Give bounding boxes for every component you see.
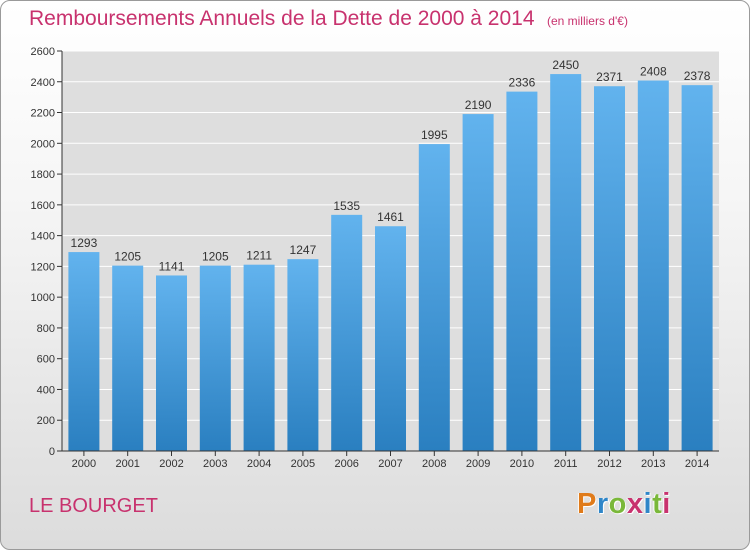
bar (462, 114, 494, 452)
chart-unit: (en milliers d'€) (546, 14, 628, 28)
x-tick-label: 2002 (159, 458, 183, 470)
bar (506, 91, 538, 451)
y-tick-label: 2000 (31, 138, 55, 150)
bar (418, 144, 450, 452)
x-tick-label: 2001 (115, 458, 139, 470)
bar (331, 214, 363, 451)
x-tick-label: 2007 (378, 458, 402, 470)
y-tick-label: 2200 (31, 108, 55, 120)
bar (199, 265, 231, 451)
bar (375, 226, 406, 451)
x-tick-label: 2000 (72, 458, 96, 470)
y-tick-label: 2400 (31, 77, 55, 89)
data-label: 1205 (202, 250, 229, 264)
y-tick-label: 800 (37, 323, 55, 335)
y-tick-label: 0 (49, 446, 55, 458)
brand-letter: i (662, 488, 671, 520)
brand-letter: t (652, 488, 663, 520)
chart-title: Remboursements Annuels de la Dette de 20… (29, 7, 628, 31)
bar (287, 259, 319, 451)
y-tick-label: 1600 (31, 200, 55, 212)
data-label: 1995 (421, 128, 448, 142)
data-label: 1247 (290, 243, 317, 257)
data-label: 1211 (246, 249, 272, 263)
y-tick-label: 2600 (31, 46, 55, 58)
brand-letter: P (577, 488, 597, 520)
place-name: LE BOURGET (29, 495, 158, 517)
data-label: 1461 (377, 210, 404, 224)
y-tick-label: 1000 (31, 292, 55, 304)
x-tick-label: 2014 (685, 458, 709, 470)
data-label: 2190 (465, 98, 492, 112)
data-label: 1293 (71, 236, 98, 250)
bar (550, 74, 582, 452)
bar (681, 85, 713, 452)
bar (637, 80, 669, 452)
x-tick-label: 2004 (247, 458, 271, 470)
data-label: 2336 (509, 76, 536, 90)
x-tick-label: 2010 (510, 458, 534, 470)
x-tick-label: 2013 (641, 458, 665, 470)
bar (156, 275, 187, 451)
data-label: 1535 (333, 199, 360, 213)
data-label: 1141 (159, 259, 185, 273)
data-label: 2408 (640, 65, 667, 79)
y-tick-label: 1200 (31, 261, 55, 273)
brand-letter: i (643, 488, 653, 520)
x-tick-label: 2003 (203, 458, 227, 470)
y-tick-label: 1400 (31, 231, 55, 243)
x-tick-label: 2012 (597, 458, 621, 470)
y-tick-label: 600 (37, 354, 55, 366)
x-tick-label: 2006 (334, 458, 358, 470)
brand-letter: x (626, 488, 644, 520)
data-label: 1205 (114, 250, 141, 264)
x-tick-label: 2008 (422, 458, 446, 470)
y-tick-label: 1800 (31, 169, 55, 181)
bar (243, 264, 275, 451)
chart-title-text: Remboursements Annuels de la Dette de 20… (29, 7, 535, 30)
data-label: 2371 (596, 70, 623, 84)
data-label: 2450 (552, 58, 579, 72)
brand-letter: r (596, 488, 609, 520)
y-tick-label: 400 (37, 384, 55, 396)
brand-logo: Proxiti (577, 488, 671, 521)
bar (68, 252, 100, 451)
bar (112, 265, 144, 451)
data-label: 2378 (684, 69, 711, 83)
x-tick-label: 2011 (554, 458, 578, 470)
brand-letter: o (608, 488, 627, 520)
y-tick-label: 200 (37, 415, 55, 427)
bar (594, 86, 625, 451)
x-tick-label: 2009 (466, 458, 490, 470)
x-tick-label: 2005 (291, 458, 315, 470)
